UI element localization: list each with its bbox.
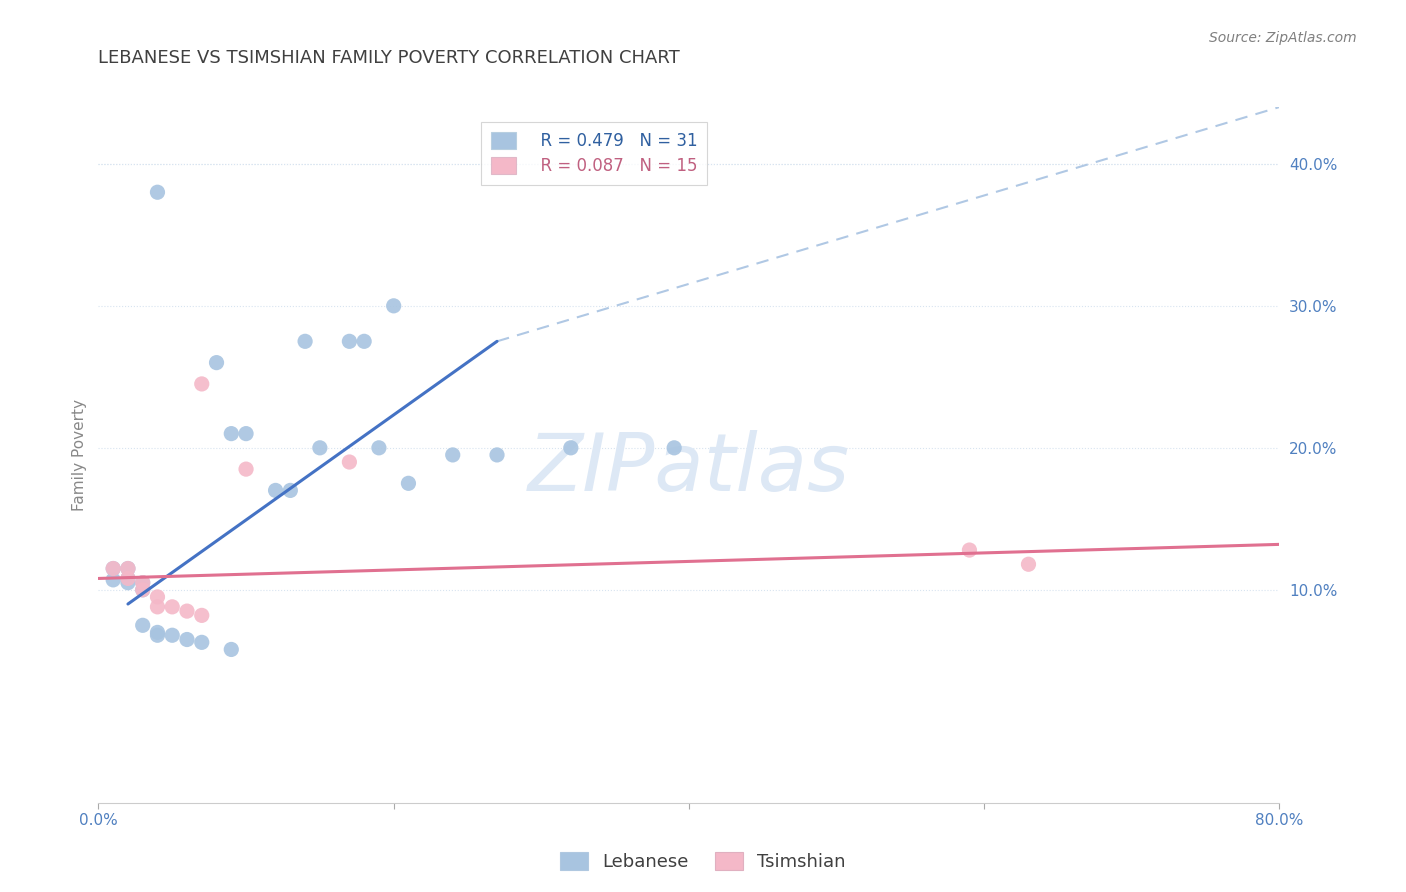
Point [103, 573, 125, 587]
Point [396, 476, 419, 491]
Y-axis label: Family Poverty: Family Poverty [72, 399, 87, 511]
Point [176, 604, 198, 618]
Point [117, 561, 139, 575]
Point [219, 642, 242, 657]
Point [162, 599, 183, 614]
Text: Source: ZipAtlas.com: Source: ZipAtlas.com [1209, 31, 1357, 45]
Point [191, 376, 214, 391]
Legend:   R = 0.479   N = 31,   R = 0.087   N = 15: R = 0.479 N = 31, R = 0.087 N = 15 [481, 122, 707, 186]
Point [117, 575, 139, 590]
Point [176, 632, 198, 647]
Point [146, 628, 169, 642]
Point [560, 441, 582, 455]
Point [205, 356, 228, 370]
Legend: Lebanese, Tsimshian: Lebanese, Tsimshian [554, 845, 852, 879]
Point [162, 628, 183, 642]
Point [486, 448, 509, 462]
Point [191, 635, 214, 649]
Point [103, 561, 125, 575]
Point [103, 561, 125, 575]
Point [1017, 558, 1039, 572]
Point [664, 441, 686, 455]
Text: ZIPatlas: ZIPatlas [527, 430, 851, 508]
Point [235, 426, 257, 441]
Point [146, 625, 169, 640]
Point [235, 462, 257, 476]
Point [132, 582, 155, 597]
Point [146, 599, 169, 614]
Point [959, 543, 981, 558]
Point [339, 334, 360, 349]
Point [294, 334, 316, 349]
Point [132, 575, 155, 590]
Point [219, 426, 242, 441]
Point [339, 455, 360, 469]
Point [146, 590, 169, 604]
Point [309, 441, 332, 455]
Point [117, 571, 139, 585]
Point [132, 575, 155, 590]
Point [146, 186, 169, 200]
Point [132, 618, 155, 632]
Point [382, 299, 405, 313]
Point [441, 448, 464, 462]
Point [278, 483, 302, 498]
Point [132, 582, 155, 597]
Point [191, 608, 214, 623]
Point [117, 571, 139, 585]
Text: LEBANESE VS TSIMSHIAN FAMILY POVERTY CORRELATION CHART: LEBANESE VS TSIMSHIAN FAMILY POVERTY COR… [98, 49, 681, 67]
Point [264, 483, 287, 498]
Point [368, 441, 391, 455]
Point [353, 334, 375, 349]
Point [117, 561, 139, 575]
